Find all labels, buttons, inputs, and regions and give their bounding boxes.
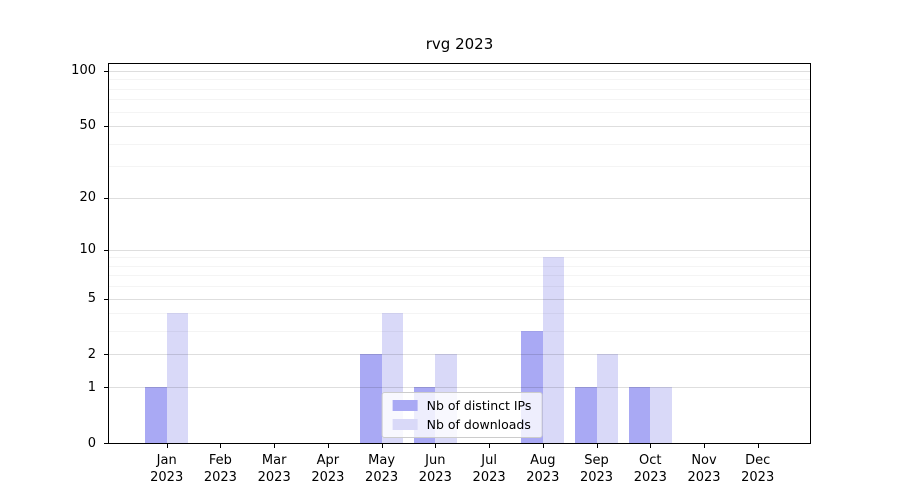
y-tick-mark — [104, 443, 108, 444]
x-tick-mark — [274, 444, 276, 448]
y-tick-label: 2 — [87, 346, 96, 362]
y-tick-label: 20 — [79, 190, 96, 205]
legend-item: Nb of distinct IPs — [392, 398, 532, 413]
y-tick-label: 100 — [71, 63, 96, 79]
gridline-minor — [109, 143, 810, 145]
y-tick-mark — [104, 125, 108, 127]
y-tick-label: 1 — [87, 379, 96, 395]
legend: Nb of distinct IPs Nb of downloads — [381, 392, 543, 438]
y-tick-mark — [104, 387, 108, 389]
x-tick-label: Nov 2023 — [687, 453, 721, 485]
legend-label: Nb of downloads — [426, 417, 531, 432]
bar-nb-of-distinct-ips-oct — [628, 387, 651, 443]
y-tick-mark — [104, 298, 108, 300]
bar-nb-of-distinct-ips-jan — [145, 387, 167, 443]
gridline-minor — [109, 88, 810, 90]
x-tick-label: Jan 2023 — [150, 453, 184, 485]
x-tick-mark — [489, 444, 491, 448]
gridline-major — [109, 197, 810, 199]
x-tick-mark — [327, 444, 329, 448]
x-tick-mark — [166, 444, 168, 448]
x-tick-label: Jun 2023 — [418, 453, 452, 485]
gridline-major — [109, 387, 810, 389]
x-tick-mark — [542, 444, 544, 448]
y-tick-mark — [104, 197, 108, 199]
x-tick-label: Aug 2023 — [526, 453, 560, 485]
gridline-major — [109, 125, 810, 127]
x-tick-label: Mar 2023 — [257, 453, 291, 485]
chart-title: rvg 2023 — [425, 35, 494, 53]
bar-nb-of-downloads-aug — [542, 257, 565, 443]
x-tick-label: Oct 2023 — [633, 453, 667, 485]
gridline-minor — [109, 275, 810, 277]
x-tick-label: Feb 2023 — [203, 453, 237, 485]
gridline-minor — [109, 79, 810, 81]
y-tick-mark — [104, 249, 108, 251]
x-tick-mark — [704, 444, 705, 448]
x-tick-mark — [757, 444, 759, 448]
bar-nb-of-downloads-oct — [650, 387, 672, 443]
plot-area — [108, 63, 811, 444]
x-tick-label: Jul 2023 — [472, 453, 506, 485]
x-tick-label: May 2023 — [365, 453, 399, 485]
x-tick-label: Sep 2023 — [579, 453, 614, 485]
y-tick-mark — [104, 354, 108, 356]
gridline-major — [109, 249, 810, 251]
x-tick-mark — [381, 444, 383, 448]
legend-label: Nb of distinct IPs — [426, 398, 532, 413]
y-tick-label: 10 — [79, 242, 96, 258]
gridline-major — [109, 70, 810, 72]
gridline-minor — [109, 286, 810, 288]
legend-swatch — [392, 419, 418, 430]
legend-swatch — [392, 400, 418, 411]
y-tick-label: 5 — [87, 291, 96, 306]
bar-nb-of-distinct-ips-may — [360, 354, 382, 443]
x-tick-mark — [650, 444, 652, 448]
gridline-major — [109, 354, 810, 356]
y-tick-mark — [104, 70, 108, 72]
legend-item: Nb of downloads — [392, 417, 532, 432]
x-tick-mark — [435, 444, 437, 448]
bar-nb-of-downloads-jan — [166, 313, 189, 443]
gridline-minor — [109, 111, 810, 113]
bar-nb-of-distinct-ips-sep — [575, 387, 597, 443]
gridline-minor — [109, 265, 810, 267]
gridline-minor — [109, 313, 810, 315]
gridline-minor — [109, 331, 810, 333]
gridline-major — [109, 298, 810, 300]
y-tick-label: 50 — [79, 118, 96, 134]
gridline-minor — [109, 257, 810, 259]
gridline-minor — [109, 99, 810, 101]
gridline-minor — [109, 166, 810, 168]
x-tick-label: Apr 2023 — [311, 453, 345, 485]
bar-nb-of-downloads-sep — [596, 354, 619, 443]
x-tick-mark — [220, 444, 222, 448]
x-tick-mark — [596, 444, 598, 448]
x-tick-label: Dec 2023 — [741, 453, 775, 485]
y-tick-label: 0 — [87, 435, 96, 451]
